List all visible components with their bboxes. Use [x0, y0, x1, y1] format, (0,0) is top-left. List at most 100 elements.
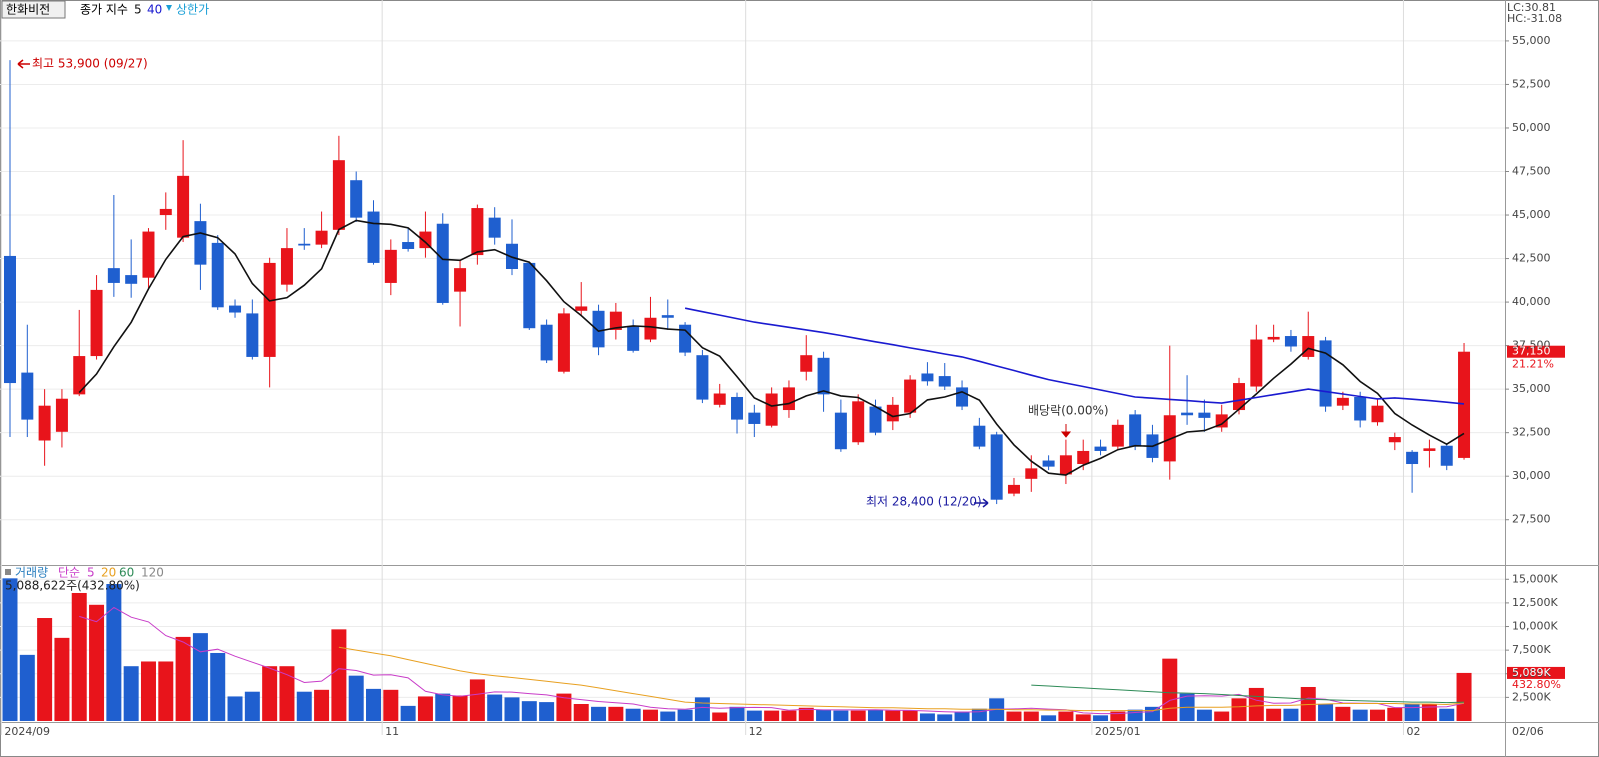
- volume-bar: [366, 688, 382, 721]
- ma-line: [338, 646, 1465, 712]
- volume-bar: [262, 666, 278, 721]
- candle-body: [211, 242, 224, 308]
- volume-ma-prefix: 단순: [58, 566, 80, 580]
- upper-limit-label: 상한가: [176, 3, 209, 17]
- candle-body: [852, 401, 865, 443]
- candle-body: [38, 405, 51, 441]
- candle-body: [748, 412, 761, 424]
- y-tick-label: 35,000: [1512, 382, 1551, 395]
- y-tick-label: 42,500: [1512, 252, 1551, 265]
- candle-body: [592, 310, 605, 348]
- legend-ma5: 5: [134, 3, 142, 17]
- volume-bar: [642, 709, 658, 721]
- high-arrow: [17, 59, 30, 69]
- y-tick-label: 30,000: [1512, 469, 1551, 482]
- candle-body: [765, 393, 778, 426]
- candle-body: [367, 211, 380, 263]
- volume-bar: [712, 712, 728, 721]
- candle-body: [834, 412, 847, 450]
- volume-bar: [331, 629, 347, 721]
- lc-label: LC:30.81: [1507, 1, 1556, 14]
- stock-name: 한화비전: [6, 3, 50, 17]
- volume-bar: [1058, 711, 1074, 721]
- volume-bar: [89, 604, 105, 721]
- volume-bar: [435, 693, 451, 721]
- y-tick-label: 5,000K: [1512, 667, 1551, 680]
- candle-body: [800, 355, 813, 372]
- volume-bar: [175, 636, 191, 721]
- stock-name-box[interactable]: [1, 0, 66, 19]
- candle-body: [402, 242, 415, 249]
- candle-body: [90, 289, 103, 357]
- volume-bar: [227, 696, 243, 721]
- candle-body: [644, 317, 657, 340]
- volume-bar: [573, 703, 589, 721]
- volume-bar: [556, 693, 572, 721]
- volume-bar: [919, 713, 935, 721]
- candle-body: [696, 355, 709, 400]
- candle-body: [1233, 383, 1246, 411]
- volume-bar: [798, 707, 814, 721]
- x-tick-label: 02: [1406, 725, 1420, 738]
- candle-body: [1336, 397, 1349, 406]
- volume-bar: [1041, 715, 1057, 721]
- volume-bar: [71, 592, 87, 721]
- volume-bar: [625, 708, 641, 721]
- volume-bar: [1335, 706, 1351, 721]
- candle-body: [488, 217, 501, 238]
- y-tick-label: 37,500: [1512, 339, 1551, 352]
- volume-bar: [1006, 711, 1022, 721]
- candle-body: [609, 311, 622, 330]
- volume-bar: [37, 618, 53, 721]
- event-note: 배당락(0.00%): [1028, 404, 1109, 418]
- candle-body: [21, 372, 34, 420]
- volume-bar: [2, 578, 18, 721]
- volume-bar: [1369, 709, 1385, 721]
- last-price-box: [1507, 345, 1565, 358]
- candle-body: [713, 393, 726, 405]
- volume-bar: [244, 691, 260, 721]
- volume-bar: [1110, 711, 1126, 721]
- volume-bar: [1162, 658, 1178, 721]
- volume-bar: [140, 661, 156, 721]
- candle-body: [1423, 448, 1436, 451]
- volume-bar: [1387, 707, 1403, 721]
- candle-body: [246, 313, 259, 357]
- volume-bar: [816, 709, 832, 721]
- candle-body: [1250, 339, 1263, 387]
- candle-body: [298, 243, 311, 246]
- volume-bar: [1283, 708, 1299, 721]
- candle-body: [1198, 412, 1211, 418]
- volume-bar: [1439, 708, 1455, 721]
- candle-body: [194, 221, 207, 265]
- candle-body: [1111, 424, 1124, 447]
- candle-body: [1215, 414, 1228, 428]
- volume-bar: [1266, 708, 1282, 721]
- candle-body: [661, 315, 674, 318]
- upper-limit-icon: [166, 5, 172, 11]
- volume-bar: [1127, 709, 1143, 721]
- marks: [2, 60, 1565, 721]
- volume-icon: [5, 569, 11, 575]
- legend-vma60: 60: [119, 566, 134, 580]
- candle-body: [990, 434, 1003, 500]
- volume-bar: [1456, 672, 1472, 721]
- candle-body: [1267, 336, 1280, 340]
- candle-body: [575, 306, 588, 311]
- ma-line: [1031, 684, 1465, 704]
- candle-body: [1319, 340, 1332, 407]
- volume-bar: [19, 654, 35, 721]
- volume-bar: [106, 584, 122, 721]
- y-tick-label: 50,000: [1512, 121, 1551, 134]
- volume-bar: [1352, 709, 1368, 721]
- volume-bar: [1248, 687, 1264, 721]
- candle-body: [973, 425, 986, 447]
- candle-body: [159, 208, 172, 216]
- candle-body: [1007, 484, 1020, 494]
- candle-body: [419, 231, 432, 249]
- last-date: 02/06: [1512, 725, 1544, 738]
- candle-body: [817, 357, 830, 395]
- ratio-label: 432.80%: [1512, 678, 1561, 691]
- x-tick-label: 12: [749, 725, 763, 738]
